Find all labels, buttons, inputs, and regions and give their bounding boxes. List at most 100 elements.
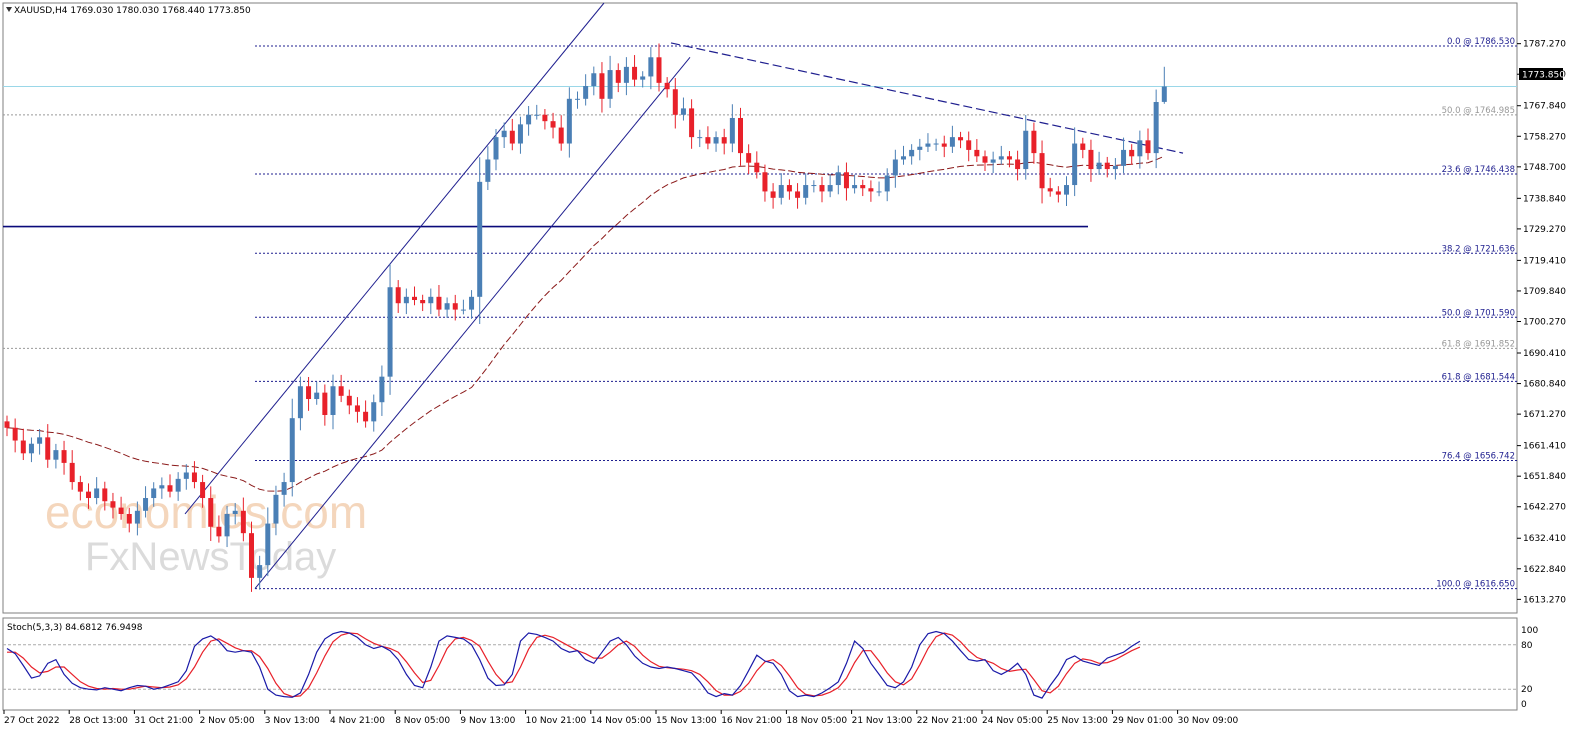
candle-body [868, 188, 874, 192]
y-axis-tick-label: 1622.840 [1523, 565, 1566, 575]
candle-body [257, 565, 263, 578]
x-axis-tick-label: 9 Nov 13:00 [460, 716, 515, 726]
candle-body [958, 137, 964, 141]
descending-trendline[interactable] [670, 42, 1184, 154]
candle-body [37, 437, 43, 444]
candle-body [477, 181, 483, 297]
candle-body [175, 478, 181, 492]
candle-body [795, 191, 801, 198]
candle-body [1145, 140, 1151, 154]
candle-body [61, 450, 67, 463]
candle-body [379, 376, 385, 403]
candle-body [94, 488, 100, 499]
fib-level-label: 23.6 @ 1746.438 [1442, 165, 1515, 175]
y-axis-tick-label: 1651.840 [1523, 472, 1566, 482]
fib-level-label: 61.8 @ 1681.544 [1442, 372, 1515, 382]
candle-body [933, 143, 939, 145]
candle-body [1080, 143, 1086, 150]
candle-body [1031, 130, 1037, 154]
candle-body [306, 386, 312, 400]
candle-body [909, 149, 915, 157]
candle-body [819, 185, 825, 192]
candle-body [460, 309, 466, 311]
candle-body [485, 159, 491, 182]
candle-body [509, 130, 515, 144]
x-axis-tick-label: 30 Nov 09:00 [1178, 716, 1239, 726]
candle-body [917, 146, 923, 150]
candle-body [289, 418, 295, 483]
fib-level-label: 61.8 @ 1691.852 [1442, 339, 1515, 349]
candle-body [615, 70, 621, 83]
x-axis-tick-label: 15 Nov 13:00 [656, 716, 717, 726]
x-axis-tick-label: 14 Nov 05:00 [591, 716, 652, 726]
candle-body [1006, 156, 1012, 160]
fib-level-label: 76.4 @ 1656.742 [1442, 452, 1515, 462]
y-axis-tick-label: 1709.840 [1523, 287, 1566, 297]
candle-body [118, 507, 124, 514]
candle-body [925, 143, 931, 147]
candle-body [558, 127, 564, 144]
x-axis-tick-label: 22 Nov 21:00 [917, 716, 978, 726]
candle-body [1047, 188, 1053, 192]
y-axis-tick-label: 1787.270 [1523, 40, 1566, 50]
candle-body [216, 526, 222, 537]
candle-body [232, 510, 238, 514]
candle-body [183, 472, 189, 479]
candle-body [1129, 149, 1135, 157]
candle-body [835, 172, 841, 186]
candle-body [281, 482, 287, 495]
oscillator-pane-frame [2, 617, 1518, 711]
stoch-level-label: 0 [1521, 700, 1527, 710]
candle-body [1039, 153, 1045, 189]
chart-header: XAUUSD,H4 1769.030 1780.030 1768.440 177… [6, 6, 251, 16]
candle-body [632, 66, 638, 80]
y-axis-tick-label: 1690.410 [1523, 349, 1566, 359]
channel-upper-line[interactable] [184, 2, 605, 515]
candle-body [982, 156, 988, 163]
y-axis-tick-label: 1680.840 [1523, 380, 1566, 390]
candle-body [786, 185, 792, 192]
candle-body [1161, 86, 1167, 102]
candle-body [12, 427, 18, 441]
candle-body [273, 494, 279, 524]
candle-body [493, 137, 499, 160]
x-axis-tick-label: 25 Nov 13:00 [1047, 716, 1108, 726]
fib-level-label: 50.0 @ 1701.590 [1442, 308, 1515, 318]
candle-body [1121, 149, 1127, 166]
bid-price-text: 1773.850 [1522, 71, 1565, 81]
channel-lower-line[interactable] [254, 56, 691, 589]
y-axis-tick-label: 1613.270 [1523, 595, 1566, 605]
fib-level-label: 50.0 @ 1764.985 [1442, 106, 1515, 116]
candle-body [599, 73, 605, 99]
fib-level-label: 100.0 @ 1616.650 [1436, 580, 1515, 590]
y-axis-tick-label: 1632.410 [1523, 534, 1566, 544]
symbol-arrow-icon [6, 7, 12, 12]
candle-body [126, 513, 132, 524]
stochastic-label: Stoch(5,3,3) 84.6812 76.9498 [7, 623, 143, 633]
candle-body [265, 523, 271, 566]
candle-body [403, 296, 409, 304]
candle-body [330, 386, 336, 415]
candle-body [998, 156, 1004, 160]
candle-body [86, 491, 91, 499]
candle-body [208, 498, 214, 527]
candle-body [640, 76, 646, 80]
candle-body [363, 411, 369, 422]
candle-body [69, 462, 75, 483]
x-axis-tick-label: 16 Nov 21:00 [721, 716, 782, 726]
candle-body [387, 287, 393, 377]
candle-body [1104, 162, 1110, 170]
candle-body [110, 501, 116, 508]
fib-level-label: 38.2 @ 1721.636 [1442, 244, 1515, 254]
candle-body [1015, 159, 1021, 170]
candle-body [941, 143, 947, 147]
candle-body [738, 117, 743, 154]
x-axis-tick-label: 18 Nov 05:00 [786, 716, 847, 726]
candle-body [143, 498, 149, 511]
candle-body [892, 159, 898, 176]
candle-body [1096, 162, 1102, 170]
y-axis-tick-label: 1671.270 [1523, 410, 1566, 420]
x-axis-tick-label: 2 Nov 05:00 [200, 716, 255, 726]
